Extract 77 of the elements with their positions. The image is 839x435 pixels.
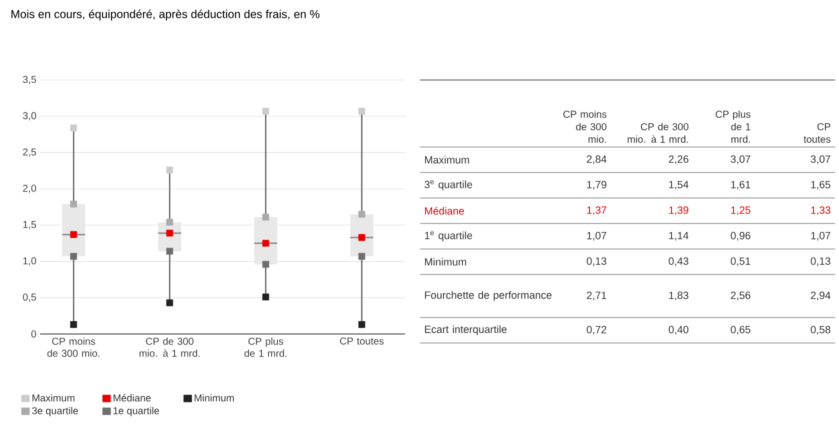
point bbox=[70, 200, 78, 208]
legend-label: 3e quartile bbox=[32, 406, 78, 416]
data-label: 1,07 bbox=[811, 232, 830, 241]
legend-label: 3$^{e}$ quartile bbox=[424, 180, 472, 190]
legend-label: 1e quartile bbox=[114, 406, 160, 416]
point bbox=[262, 294, 270, 300]
point bbox=[166, 218, 174, 226]
data-label: 1,54 bbox=[669, 180, 688, 190]
data-label: 1,39 bbox=[669, 206, 688, 216]
data-label: 0,40 bbox=[668, 326, 688, 335]
point bbox=[262, 260, 270, 268]
point bbox=[166, 166, 174, 174]
data-label: 1,79 bbox=[587, 180, 606, 190]
data-label: 1,83 bbox=[669, 292, 688, 300]
point bbox=[262, 240, 270, 247]
data-label: 1,37 bbox=[587, 206, 606, 216]
x-tick-label: CP plus de 1 mrd. bbox=[244, 338, 286, 357]
chart-title: Mois en cours, équipondéré, après déduction des frais, en % bbox=[11, 10, 320, 20]
legend-label: Fourchette de performance bbox=[425, 291, 552, 301]
data-label: 0,65 bbox=[730, 326, 750, 335]
data-label: 1,25 bbox=[731, 206, 750, 216]
data-label: 1,61 bbox=[731, 180, 750, 190]
data-label: 2,94 bbox=[810, 292, 830, 300]
y-tick-label: 1,5 bbox=[23, 221, 36, 230]
point bbox=[358, 108, 366, 115]
data-label: 0,51 bbox=[730, 257, 750, 266]
y-tick-label: 0 bbox=[31, 330, 36, 338]
category-label: CP de 300 mio. à 1 mrd. bbox=[628, 122, 688, 143]
data-label: 2,56 bbox=[730, 292, 750, 300]
point bbox=[70, 124, 78, 132]
data-label: 0,96 bbox=[730, 232, 750, 241]
data-label: 3,07 bbox=[810, 155, 830, 164]
data-label: 0,43 bbox=[668, 257, 688, 266]
legend-label: Maximum bbox=[425, 156, 469, 164]
point bbox=[358, 234, 366, 241]
category-label: CP plus de 1 mrd. bbox=[716, 110, 750, 143]
data-label: 1,14 bbox=[669, 232, 688, 241]
point bbox=[70, 252, 78, 260]
data-label: 0,13 bbox=[586, 257, 606, 266]
category-label: CP toutes bbox=[804, 123, 830, 143]
legend-label: Ecart interquartile bbox=[425, 325, 507, 336]
data-label: 1,33 bbox=[811, 206, 830, 216]
y-tick-label: 2,5 bbox=[23, 148, 36, 157]
legend-label: 1$^{e}$ quartile bbox=[425, 231, 472, 242]
point bbox=[262, 108, 270, 115]
y-tick-label: 2,0 bbox=[23, 184, 36, 193]
point bbox=[166, 299, 174, 306]
y-tick-label: 1,0 bbox=[23, 257, 36, 266]
point bbox=[70, 321, 78, 328]
point bbox=[358, 321, 366, 328]
data-label: 2,26 bbox=[668, 155, 688, 164]
legend-label: Minimum bbox=[425, 258, 466, 266]
data-label: 0,13 bbox=[810, 257, 830, 266]
y-tick-label: 3,5 bbox=[22, 76, 36, 84]
point bbox=[70, 231, 78, 238]
legend-label: Médiane bbox=[425, 206, 464, 215]
y-tick-label: 0,5 bbox=[22, 294, 36, 302]
legend-label: Minimum bbox=[194, 394, 234, 402]
data-label: 3,07 bbox=[730, 155, 750, 164]
x-tick-label: CP toutes bbox=[340, 338, 384, 345]
point bbox=[166, 230, 174, 237]
data-label: 1,07 bbox=[587, 232, 606, 241]
category-label: CP moins de 300 mio. bbox=[563, 110, 606, 143]
point bbox=[166, 248, 174, 255]
point bbox=[358, 252, 366, 260]
point bbox=[262, 214, 270, 221]
data-label: 1,65 bbox=[811, 180, 830, 190]
x-tick-label: CP moins de 300 mio. bbox=[47, 338, 100, 357]
data-label: 2,84 bbox=[586, 155, 606, 164]
data-label: 0,72 bbox=[586, 326, 606, 335]
data-label: 2,71 bbox=[586, 292, 606, 300]
data-label: 0,58 bbox=[810, 326, 830, 335]
legend-label: Médiane bbox=[114, 394, 151, 402]
point bbox=[358, 210, 366, 218]
legend-label: Maximum bbox=[32, 394, 74, 402]
x-tick-label: CP de 300 mio. à 1 mrd. bbox=[139, 338, 200, 357]
y-tick-label: 3,0 bbox=[22, 112, 36, 120]
